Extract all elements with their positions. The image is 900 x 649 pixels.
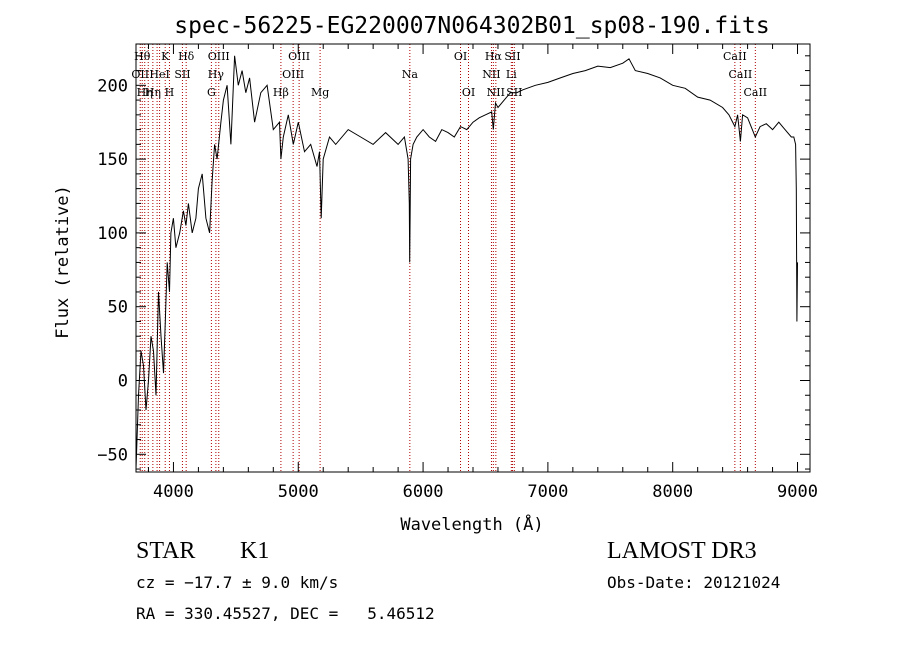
line-label-27: CaII — [723, 50, 747, 63]
x-tick-label-4: 8000 — [652, 482, 693, 502]
survey-name: LAMOST DR3 — [607, 538, 757, 564]
plot-frame — [135, 43, 811, 473]
line-label-0: OII — [131, 68, 149, 81]
line-label-1: Hθ — [134, 50, 151, 63]
x-axis-ticks: 4000 5000 6000 7000 8000 9000 — [147, 44, 818, 502]
line-label-17: Mg — [311, 86, 329, 99]
line-label-14: Hβ — [273, 86, 289, 99]
line-label-15: OIII — [282, 68, 304, 81]
line-label-22: Hα — [485, 50, 503, 63]
line-label-11: G — [207, 86, 216, 99]
y-tick-label-4: 150 — [97, 150, 128, 170]
line-label-28: CaII — [729, 68, 753, 81]
x-tick-label-3: 7000 — [527, 482, 568, 502]
chart-title: spec-56225-EG220007N064302B01_sp08-190.f… — [174, 13, 769, 39]
redshift-velocity: cz = −17.7 ± 9.0 km/s — [136, 573, 339, 592]
line-label-12: Hγ — [208, 68, 225, 81]
spectrum-line — [135, 55, 798, 470]
line-label-8: H — [165, 86, 175, 99]
line-label-18: Na — [402, 68, 419, 81]
line-label-20: OI — [462, 86, 475, 99]
y-tick-label-2: 50 — [108, 298, 128, 318]
observation-date: Obs-Date: 20121024 — [607, 573, 781, 592]
x-axis-label: Wavelength (Å) — [400, 513, 543, 535]
x-tick-label-2: 6000 — [403, 482, 444, 502]
line-label-21: NII — [482, 68, 500, 81]
line-label-2: Hη — [137, 86, 153, 99]
line-label-6: HeI — [149, 68, 169, 81]
coordinates: RA = 330.45527, DEC = 5.46512 — [136, 604, 435, 623]
object-subclass: K1 — [240, 538, 270, 564]
y-axis-label: Flux (relative) — [53, 185, 73, 339]
y-tick-label-1: 0 — [118, 371, 128, 391]
x-tick-label-0: 4000 — [153, 482, 194, 502]
line-label-24: Li — [506, 68, 517, 81]
line-label-16: OIII — [288, 50, 310, 63]
line-label-23: NII — [487, 86, 505, 99]
y-tick-label-3: 100 — [97, 224, 128, 244]
line-label-10: Hδ — [178, 50, 195, 63]
line-label-9: SII — [174, 68, 190, 81]
line-label-13: OIII — [208, 50, 230, 63]
line-label-29: CaII — [743, 86, 767, 99]
x-tick-label-1: 5000 — [278, 482, 319, 502]
y-tick-label-5: 200 — [97, 76, 128, 96]
line-label-7: K — [161, 50, 170, 63]
line-label-25: SII — [504, 50, 520, 63]
object-class: STAR — [136, 538, 196, 564]
line-label-4: Hη — [145, 86, 161, 99]
x-tick-label-5: 9000 — [777, 482, 818, 502]
y-tick-label-0: −50 — [97, 445, 128, 465]
line-label-19: OI — [454, 50, 467, 63]
y-axis-ticks: −50 0 50 100 150 200 — [97, 55, 810, 470]
